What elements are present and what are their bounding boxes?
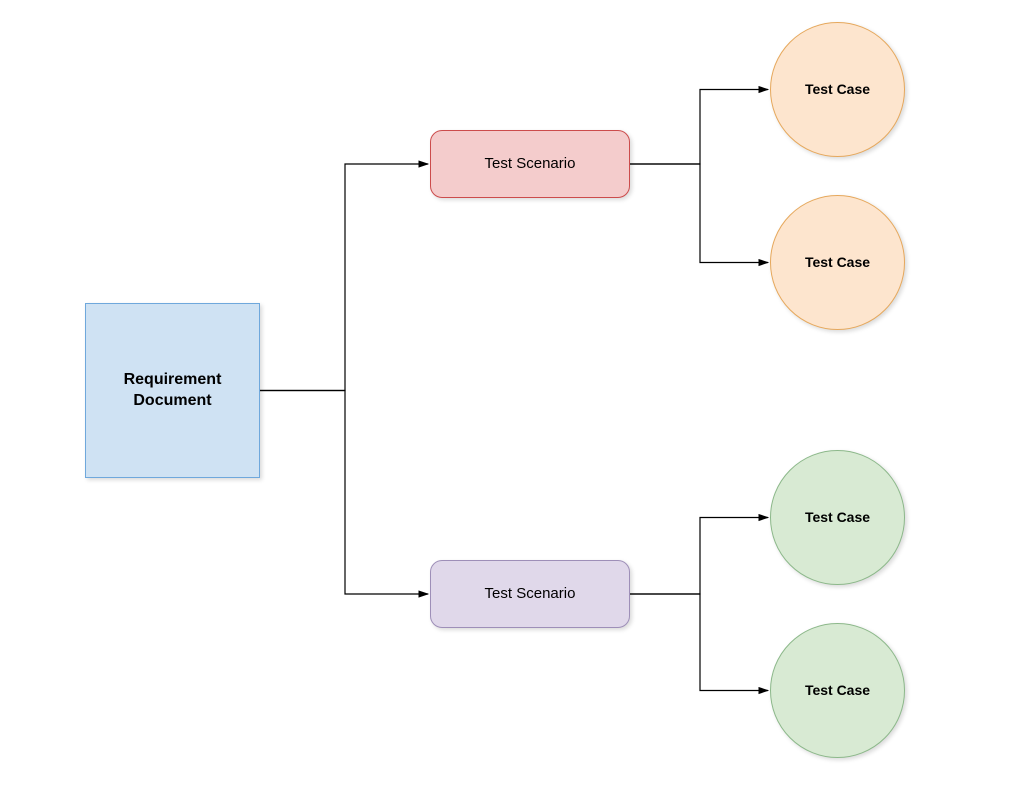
edge-scenario1-case2 (630, 164, 768, 263)
requirement-node: RequirementDocument (85, 303, 260, 478)
case2-label: Test Case (805, 253, 870, 271)
requirement-label: RequirementDocument (124, 370, 222, 412)
scenario1-label: Test Scenario (485, 154, 576, 174)
case1-label: Test Case (805, 80, 870, 98)
edge-scenario2-case3 (630, 518, 768, 595)
case3-node: Test Case (770, 450, 905, 585)
case1-node: Test Case (770, 22, 905, 157)
edge-scenario1-case1 (630, 90, 768, 165)
case2-node: Test Case (770, 195, 905, 330)
case3-label: Test Case (805, 508, 870, 526)
case4-node: Test Case (770, 623, 905, 758)
scenario2-label: Test Scenario (485, 584, 576, 604)
case4-label: Test Case (805, 681, 870, 699)
edge-requirement-scenario1 (260, 164, 428, 391)
scenario1-node: Test Scenario (430, 130, 630, 198)
edge-requirement-scenario2 (260, 391, 428, 595)
scenario2-node: Test Scenario (430, 560, 630, 628)
edge-scenario2-case4 (630, 594, 768, 691)
